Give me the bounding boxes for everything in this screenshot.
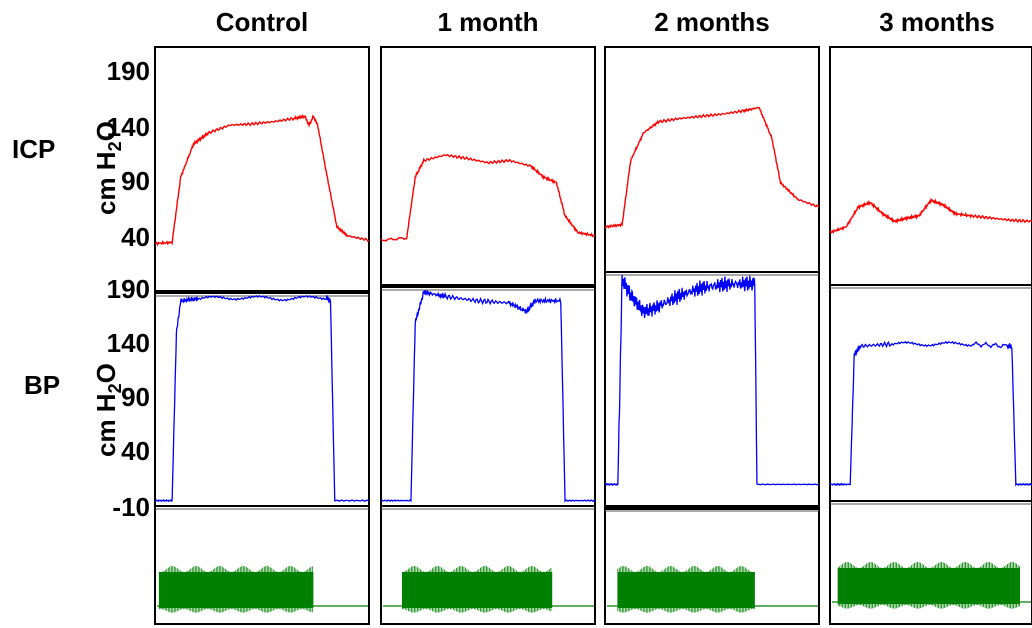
icp-line-3-months [829,197,1032,235]
icp-tick-90: 90 [121,166,150,196]
icp-line-control [154,114,370,247]
bp-tick-minus-10: -10 [112,492,150,522]
stim-spikes-0 [158,566,313,613]
stim-burst-2 [617,572,755,608]
bp-line-control [154,294,370,503]
stim-thick-bar-2-months [605,505,819,510]
bp-line-2-months [604,275,820,487]
bp-tick-40: 40 [121,436,150,466]
stim-panel-frame-3 [829,500,1032,625]
icp-tick-140: 140 [106,112,150,142]
row-label-bp: BP [24,370,61,400]
icp-tick-190: 190 [106,56,150,86]
bp-panel-frame-0 [154,292,370,507]
icp-panel-frame-3 [829,46,1032,286]
column-title-3-months: 3 months [879,7,995,37]
icp-panel-frame-2 [604,46,820,273]
bp-tick-140: 140 [106,328,150,358]
bp-line-3-months [829,340,1032,487]
column-title-control: Control [215,7,309,37]
bp-tick-190: 190 [106,274,150,304]
stim-burst-0 [159,572,314,608]
column-title-2-months: 2 months [654,7,770,37]
stim-panel-frame-1 [380,505,596,625]
stim-spikes-3 [837,562,1020,609]
column-title-1-month: 1 month [437,7,539,37]
icp-panel-frame-1 [380,46,596,286]
bp-panel-frame-3 [829,284,1032,502]
stim-spikes-2 [617,566,755,613]
icp-tick-40: 40 [121,222,150,252]
stim-spikes-1 [402,566,552,613]
stim-panel-frame-0 [154,505,370,625]
bp-line-1-month [380,289,596,503]
bp-tick-90: 90 [121,382,150,412]
icp-line-1-month [380,153,596,242]
icp-line-2-months [604,106,820,229]
icp-panel-frame-0 [154,46,370,292]
row-label-icp: ICP [12,134,56,164]
